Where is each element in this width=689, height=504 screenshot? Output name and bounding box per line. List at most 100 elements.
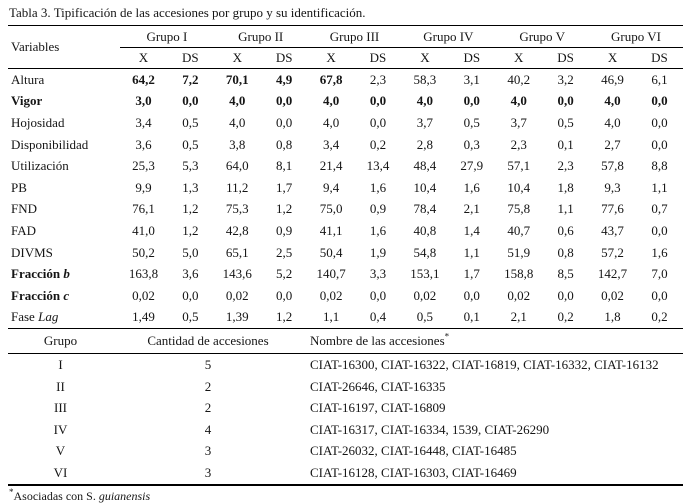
group-header-4: Grupo IV [401,25,496,48]
row-label: Disponibilidad [11,136,89,152]
value-cell: 143,6 [222,266,252,282]
table-row: Altura 64,2 7,2 70,1 4,9 67,8 2,3 58,3 3,1 40,2 3,… [8,69,683,91]
value-cell: 0,0 [276,93,293,109]
value-cell: 50,2 [132,244,155,260]
footnote: *Asociadas con S. guianensis [8,486,683,504]
names-cell: CIAT-16197, CIAT-16809 [310,400,446,416]
subheader-sd: DS [260,47,308,69]
value-cell: 1,49 [132,309,155,325]
value-cell: 3,7 [416,114,434,130]
variables-header: Variables [8,25,120,69]
value-cell: 21,4 [319,158,343,174]
value-cell: 65,1 [225,244,249,260]
value-cell: 3,6 [182,266,199,282]
value-cell: 0,5 [463,114,480,130]
value-cell: 3,0 [135,93,152,109]
group-cell: II [56,378,65,394]
group-cell: I [58,356,63,372]
value-cell: 5,0 [182,244,199,260]
names-cell: CIAT-26032, CIAT-16448, CIAT-16485 [310,443,517,459]
value-cell: 9,3 [604,179,621,195]
main-table: Variables Grupo I Grupo II Grupo III Gru… [8,25,683,330]
row-label: Vigor [11,93,43,109]
value-cell: 7,2 [182,71,199,87]
value-cell: 1,1 [322,309,340,325]
value-cell: 1,7 [463,266,480,282]
group-header-5: Grupo V [495,25,590,48]
group-cell: V [55,443,66,459]
value-cell: 70,1 [225,71,249,87]
value-cell: 4,0 [416,93,434,109]
value-cell: 0,02 [319,287,343,303]
value-cell: 1,3 [182,179,199,195]
value-cell: 42,8 [225,222,249,238]
value-cell: 2,1 [510,309,527,325]
value-cell: 1,4 [463,222,480,238]
value-cell: 1,6 [651,244,668,260]
footnote-marker: * [444,331,450,342]
value-cell: 0,2 [369,136,387,152]
value-cell: 0,1 [463,309,480,325]
value-cell: 43,7 [601,222,624,238]
table-row: Fracción c 0,02 0,0 0,02 0,0 0,02 0,0 0,02 0,0 0,… [8,285,683,307]
value-cell: 48,4 [413,158,437,174]
row-label: Fase Lag [11,309,59,325]
subheader-sd: DS [635,47,683,69]
value-cell: 1,2 [182,222,199,238]
value-cell: 3,2 [557,71,574,87]
value-cell: 78,4 [413,201,437,217]
value-cell: 0,5 [182,136,199,152]
value-cell: 1,1 [651,179,668,195]
group-cell: VI [53,464,68,480]
table-row: PB 9,9 1,3 11,2 1,7 9,4 1,6 10,4 1,6 10,4 1,8 9,3 1,… [8,177,683,199]
value-cell: 0,0 [182,287,199,303]
group-cell: IV [53,421,68,437]
value-cell: 75,0 [319,201,343,217]
value-cell: 75,8 [507,201,531,217]
value-cell: 0,0 [557,93,574,109]
group-row: IV 4 CIAT-16317, CIAT-16334, 1539, CIAT-26… [8,419,683,441]
value-cell: 2,8 [416,136,434,152]
value-cell: 25,3 [132,158,155,174]
value-cell: 27,9 [460,158,484,174]
value-cell: 0,7 [651,201,668,217]
value-cell: 163,8 [128,266,159,282]
value-cell: 1,2 [182,201,199,217]
value-cell: 51,9 [507,244,531,260]
table-title: Tabla 3. Tipificación de las accesiones … [9,5,366,20]
value-cell: 0,02 [225,287,249,303]
value-cell: 13,4 [366,158,390,174]
value-cell: 1,7 [276,179,293,195]
main-table-body: Altura 64,2 7,2 70,1 4,9 67,8 2,3 58,3 3,1 40,2 3,… [8,69,683,329]
row-label: Fracción c [11,287,70,303]
value-cell: 0,1 [557,136,574,152]
value-cell: 2,3 [510,136,527,152]
value-cell: 67,8 [319,71,343,87]
value-cell: 0,3 [463,136,480,152]
group-header-6: Grupo VI [589,25,683,48]
table-row: Vigor 3,0 0,0 4,0 0,0 4,0 0,0 4,0 0,0 4,0 0,0 4,0 0,… [8,91,683,113]
table-row: Hojosidad 3,4 0,5 4,0 0,0 4,0 0,0 3,7 0,5 3,7 0,5 4… [8,112,683,134]
value-cell: 0,9 [276,222,293,238]
row-label: DIVMS [11,244,53,260]
row-label: PB [11,179,27,195]
value-cell: 5,3 [182,158,199,174]
value-cell: 4,0 [229,93,246,109]
value-cell: 1,39 [225,309,249,325]
value-cell: 4,0 [510,93,527,109]
value-cell: 2,3 [369,71,387,87]
count-column-header: Cantidad de accesiones [113,329,303,355]
row-label: Fracción b [11,266,70,282]
value-cell: 3,1 [463,71,480,87]
value-cell: 5,2 [276,266,293,282]
table-row: Fracción b 163,8 3,6 143,6 5,2 140,7 3,3 153,1 1… [8,263,683,285]
value-cell: 2,5 [276,244,293,260]
value-cell: 40,2 [507,71,531,87]
table-row: FAD 41,0 1,2 42,8 0,9 41,1 1,6 40,8 1,4 40,7 0,6 43… [8,220,683,242]
count-cell: 2 [204,378,212,394]
value-cell: 10,4 [507,179,531,195]
row-label: Altura [11,71,45,87]
value-cell: 8,8 [651,158,668,174]
footnote-species: guianensis [98,488,151,503]
